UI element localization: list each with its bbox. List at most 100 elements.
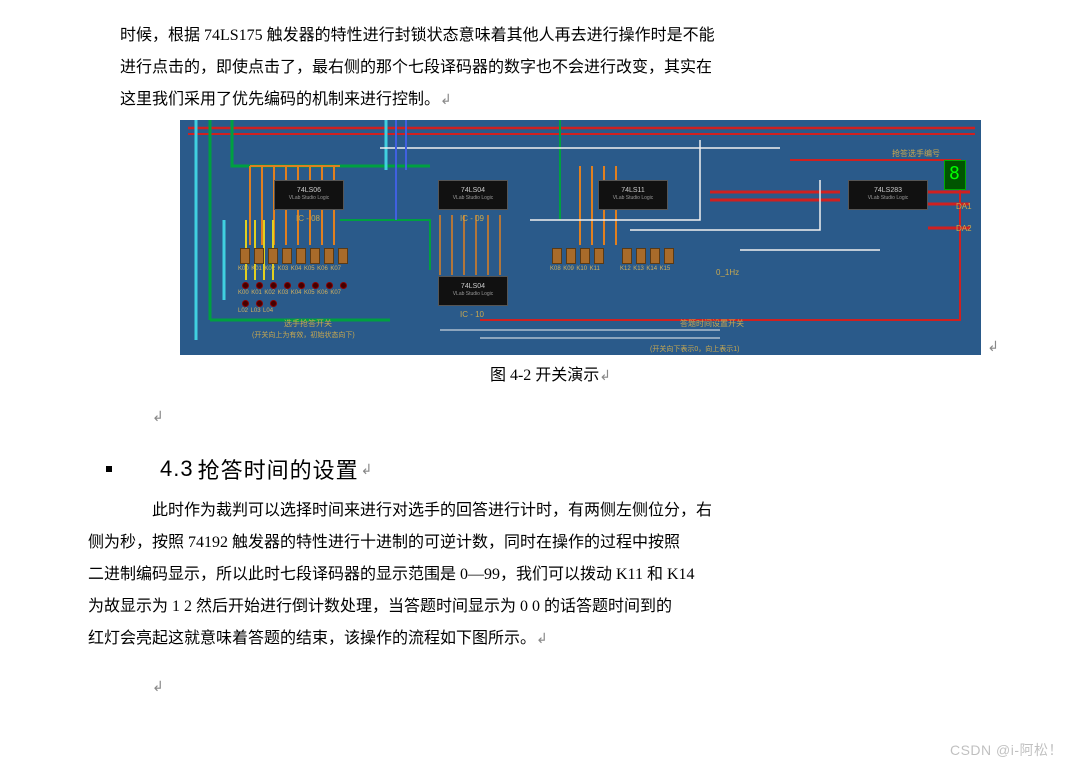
led <box>312 282 319 289</box>
document-page: 时候，根据 74LS175 触发器的特性进行封锁状态意味着其他人再去进行操作时是… <box>0 0 1081 770</box>
sw-label: K00 <box>238 266 249 272</box>
board-text-da2: DA2 <box>956 224 972 233</box>
section-title: 抢答时间的设置 <box>198 453 359 485</box>
led-label: K07 <box>330 290 341 296</box>
chip-74ls06: 74LS06 VLab Studio Logic <box>274 180 344 210</box>
chip-label: 74LS06 <box>297 187 321 194</box>
switch <box>282 248 292 264</box>
sw-label: K03 <box>278 266 289 272</box>
p1-line2: 进行点击的，即使点击了，最右侧的那个七段译码器的数字也不会进行改变，其实在 <box>120 59 712 76</box>
led-label: K00 <box>238 290 249 296</box>
chip-sub: VLab Studio Logic <box>453 291 494 297</box>
para-mark: ↲ <box>152 678 164 694</box>
switch <box>580 248 590 264</box>
board-text-time-switch: 答题时间设置开关 <box>680 318 744 329</box>
p2-line3: 二进制编码显示，所以此时七段译码器的显示范围是 0—99，我们可以拨动 K11 … <box>88 559 695 591</box>
caption-text: 图 4-2 开关演示 <box>490 367 599 384</box>
para-mark: ↲ <box>536 630 548 646</box>
switch-group-0 <box>240 248 348 264</box>
section-heading-row: 4.3 抢答时间的设置 ↲ <box>120 453 981 485</box>
ic-label-09: IC - 09 <box>460 214 484 223</box>
switch <box>240 248 250 264</box>
sw-label: K12 <box>620 266 631 272</box>
switch-labels-0: K00 K01 K02 K03 K04 K05 K06 K07 <box>238 266 341 272</box>
para-mark: ↲ <box>599 367 611 383</box>
p1-line3: 这里我们采用了优先编码的机制来进行控制。 <box>120 91 440 108</box>
para-mark: ↲ <box>440 91 452 107</box>
switch <box>664 248 674 264</box>
paragraph-2: 此时作为裁判可以选择时间来进行对选手的回答进行计时，有两侧左侧位分，右 侧为秒，… <box>120 495 981 655</box>
led <box>242 282 249 289</box>
chip-74ls11: 74LS11 VLab Studio Logic <box>598 180 668 210</box>
led-label: K05 <box>304 290 315 296</box>
sw-label: K10 <box>576 266 587 272</box>
led <box>270 282 277 289</box>
led-row-0 <box>242 282 347 289</box>
switch-group-3 <box>622 248 674 264</box>
ic-label-08: IC - 08 <box>296 214 320 223</box>
led <box>326 282 333 289</box>
led <box>340 282 347 289</box>
figure-caption: 图 4-2 开关演示↲ <box>120 361 981 385</box>
ic-label-10: IC - 10 <box>460 310 484 319</box>
chip-sub: VLab Studio Logic <box>868 195 909 201</box>
board-text-player-switch: 选手抢答开关 <box>284 318 332 329</box>
para-mark: ↲ <box>361 461 373 478</box>
chip-74ls04-a: 74LS04 VLab Studio Logic <box>438 180 508 210</box>
sw-label: K07 <box>330 266 341 272</box>
led-row-1 <box>242 300 277 307</box>
led <box>256 282 263 289</box>
para-mark: ↲ <box>987 338 999 355</box>
switch <box>622 248 632 264</box>
led <box>256 300 263 307</box>
section-number: 4.3 <box>160 456 194 482</box>
switch <box>650 248 660 264</box>
led <box>284 282 291 289</box>
chip-sub: VLab Studio Logic <box>289 195 330 201</box>
chip-74ls04-b: 74LS04 VLab Studio Logic <box>438 276 508 306</box>
empty-paragraph: ↲ <box>120 401 981 433</box>
board-text-player-switch-note: (开关向上为有效，初始状态向下) <box>252 330 355 340</box>
chip-label: 74LS283 <box>874 187 902 194</box>
bullet-icon <box>106 466 112 472</box>
paragraph-1: 时候，根据 74LS175 触发器的特性进行封锁状态意味着其他人再去进行操作时是… <box>120 20 981 116</box>
switch <box>310 248 320 264</box>
chip-sub: VLab Studio Logic <box>613 195 654 201</box>
switch-labels-2: K08 K09 K10 K11 <box>550 266 600 272</box>
led-label: L04 <box>263 308 273 314</box>
chip-74ls283: 74LS283 VLab Studio Logic <box>848 180 928 210</box>
p1-line1: 时候，根据 74LS175 触发器的特性进行封锁状态意味着其他人再去进行操作时是… <box>120 27 715 44</box>
chip-sub: VLab Studio Logic <box>453 195 494 201</box>
board-text-da1: DA1 <box>956 202 972 211</box>
led-label: K03 <box>278 290 289 296</box>
figure-4-2: 74LS06 VLab Studio Logic IC - 08 74LS04 … <box>180 120 981 355</box>
sw-label: K06 <box>317 266 328 272</box>
switch <box>268 248 278 264</box>
switch <box>566 248 576 264</box>
sw-label: K02 <box>264 266 275 272</box>
chip-label: 74LS04 <box>461 187 485 194</box>
board-text-01hz: 0_1Hz <box>716 268 739 277</box>
switch <box>254 248 264 264</box>
sw-label: K01 <box>251 266 262 272</box>
sw-label: K14 <box>646 266 657 272</box>
switch <box>338 248 348 264</box>
led-label: K06 <box>317 290 328 296</box>
empty-paragraph: ↲ <box>120 671 981 703</box>
led-label: L02 <box>238 308 248 314</box>
p2-line1: 此时作为裁判可以选择时间来进行对选手的回答进行计时，有两侧左侧位分，右 <box>152 502 712 519</box>
switch-group-2 <box>552 248 604 264</box>
led <box>298 282 305 289</box>
led-label: K02 <box>264 290 275 296</box>
led <box>242 300 249 307</box>
switch <box>552 248 562 264</box>
seven-segment-display <box>944 160 966 190</box>
led-label: K01 <box>251 290 262 296</box>
led-labels-1: L02 L03 L04 <box>238 308 273 314</box>
board-text-time-switch-note: (开关向下表示0，向上表示1) <box>650 344 739 354</box>
led-label: K04 <box>291 290 302 296</box>
switch <box>594 248 604 264</box>
p2-line4: 为故显示为 1 2 然后开始进行倒计数处理，当答题时间显示为 0 0 的话答题时… <box>88 591 672 623</box>
sw-label: K15 <box>660 266 671 272</box>
sw-label: K08 <box>550 266 561 272</box>
